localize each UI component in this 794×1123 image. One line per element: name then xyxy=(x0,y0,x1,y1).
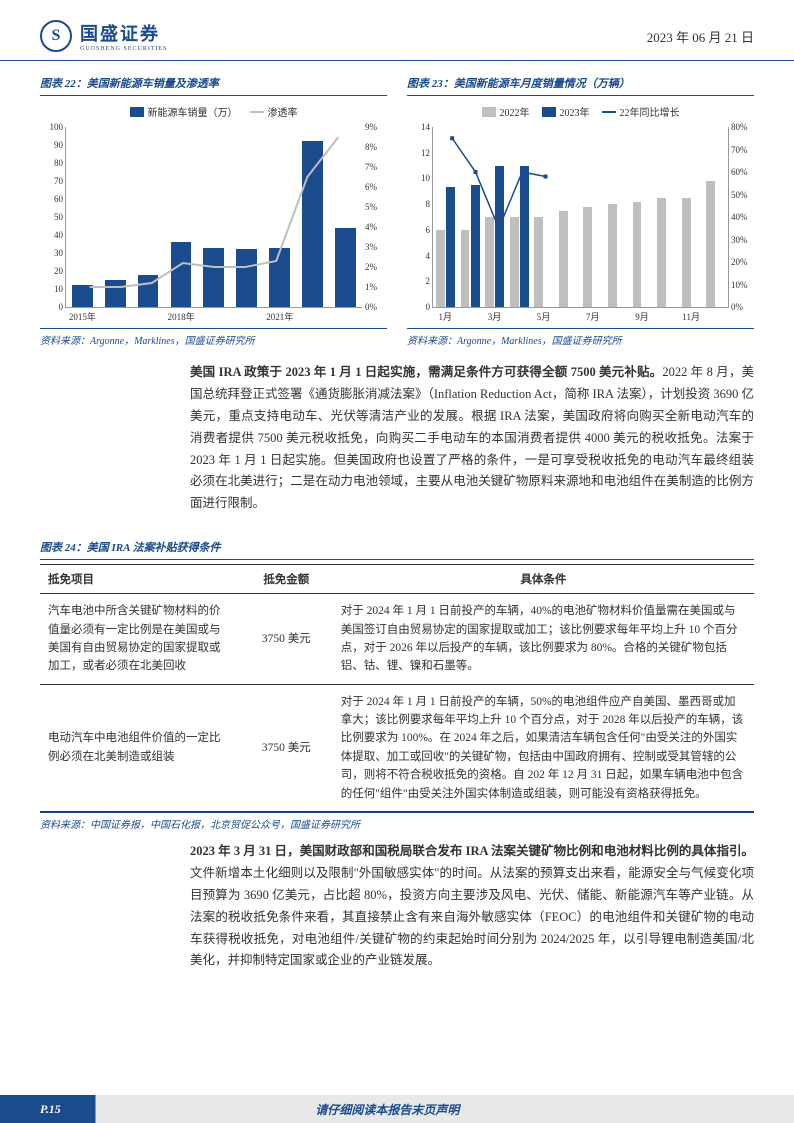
logo-icon: S xyxy=(40,20,72,52)
table-row: 电动汽车中电池组件价值的一定比例必须在北美制造或组装3750 美元对于 2024… xyxy=(40,684,754,811)
cell-condition: 对于 2024 年 1 月 1 日前投产的车辆，50%的电池组件应产自美国、墨西… xyxy=(333,684,754,811)
chart-23: 图表 23：美国新能源车月度销量情况（万辆） 2022年 2023年 22年同比… xyxy=(407,71,754,347)
chart-23-source: 资料来源：Argonne，Marklines，国盛证券研究所 xyxy=(407,328,754,347)
page-footer: P.15 请仔细阅读本报告末页声明 xyxy=(0,1095,794,1123)
paragraph-1: 美国 IRA 政策于 2023 年 1 月 1 日起实施，需满足条件方可获得全额… xyxy=(40,352,754,525)
para2-bold: 2023 年 3 月 31 日，美国财政部和国税局联合发布 IRA 法案关键矿物… xyxy=(190,844,754,858)
chart-22-area: 01020304050607080901000%1%2%3%4%5%6%7%8%… xyxy=(65,127,362,308)
cell-amount: 3750 美元 xyxy=(240,684,333,811)
cell-item: 汽车电池中所含关键矿物材料的价值量必须有一定比例是在美国或与美国有自由贸易协定的… xyxy=(40,594,240,685)
page-header: S 国盛证券 GUOSHENG SECURITIES 2023 年 06 月 2… xyxy=(0,0,794,61)
para1-text: 2022 年 8 月，美国总统拜登正式签署《通货膨胀消减法案》（Inflatio… xyxy=(190,365,754,510)
table-header-row: 抵免项目 抵免金额 具体条件 xyxy=(40,565,754,594)
cell-condition: 对于 2024 年 1 月 1 日前投产的车辆，40%的电池矿物材料价值量需在美… xyxy=(333,594,754,685)
footer-disclaimer: 请仔细阅读本报告末页声明 xyxy=(315,1101,539,1118)
cell-item: 电动汽车中电池组件价值的一定比例必须在北美制造或组装 xyxy=(40,684,240,811)
chart-row: 图表 22：美国新能源车销量及渗透率 新能源车销量（万） 渗透率 0102030… xyxy=(40,71,754,347)
page-content: 图表 22：美国新能源车销量及渗透率 新能源车销量（万） 渗透率 0102030… xyxy=(0,61,794,992)
report-date: 2023 年 06 月 21 日 xyxy=(647,27,754,46)
chart-22: 图表 22：美国新能源车销量及渗透率 新能源车销量（万） 渗透率 0102030… xyxy=(40,71,387,347)
table-row: 汽车电池中所含关键矿物材料的价值量必须有一定比例是在美国或与美国有自由贸易协定的… xyxy=(40,594,754,685)
cell-amount: 3750 美元 xyxy=(240,594,333,685)
chart-22-legend: 新能源车销量（万） 渗透率 xyxy=(40,104,387,119)
chart-23-legend: 2022年 2023年 22年同比增长 xyxy=(407,104,754,119)
chart-22-title: 图表 22：美国新能源车销量及渗透率 xyxy=(40,71,387,96)
company-sub: GUOSHENG SECURITIES xyxy=(80,46,168,52)
para1-bold: 美国 IRA 政策于 2023 年 1 月 1 日起实施，需满足条件方可获得全额… xyxy=(190,365,662,379)
th-item: 抵免项目 xyxy=(40,565,240,594)
company-name: 国盛证券 xyxy=(80,20,168,46)
chart-23-title: 图表 23：美国新能源车月度销量情况（万辆） xyxy=(407,71,754,96)
table-24-title: 图表 24：美国 IRA 法案补贴获得条件 xyxy=(40,535,754,560)
table-24-source: 资料来源：中国证券报，中国石化报，北京贸促公众号，国盛证券研究所 xyxy=(40,812,754,831)
chart-23-area: 024681012140%10%20%30%40%50%60%70%80%1月3… xyxy=(432,127,729,308)
paragraph-2: 2023 年 3 月 31 日，美国财政部和国税局联合发布 IRA 法案关键矿物… xyxy=(40,831,754,982)
th-condition: 具体条件 xyxy=(333,565,754,594)
th-amount: 抵免金额 xyxy=(240,565,333,594)
table-24: 抵免项目 抵免金额 具体条件 汽车电池中所含关键矿物材料的价值量必须有一定比例是… xyxy=(40,564,754,812)
chart-22-source: 资料来源：Argonne，Marklines，国盛证券研究所 xyxy=(40,328,387,347)
company-logo: S 国盛证券 GUOSHENG SECURITIES xyxy=(40,20,168,52)
page-number: P.15 xyxy=(0,1102,61,1117)
para2-text: 文件新增本土化细则以及限制"外国敏感实体"的时间。从法案的预算支出来看，能源安全… xyxy=(190,866,754,968)
